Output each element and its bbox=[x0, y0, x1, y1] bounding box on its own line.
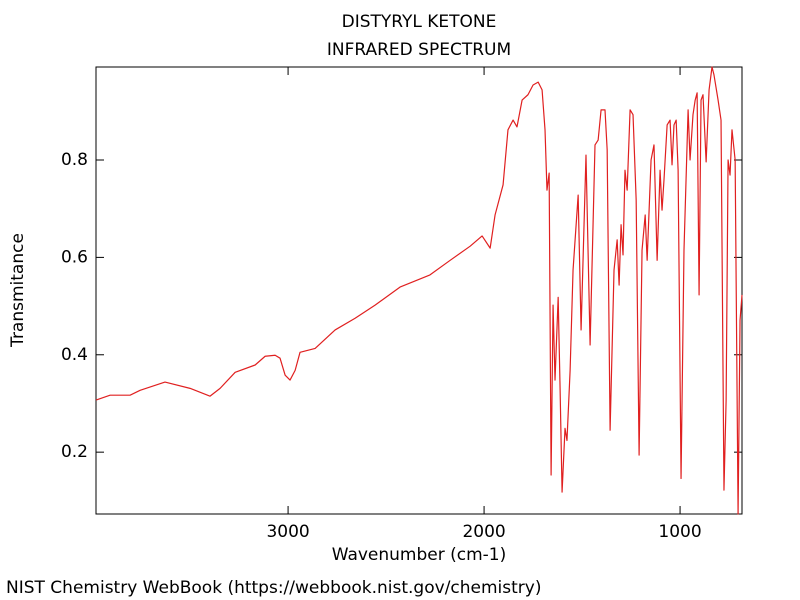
x-axis-label: Wavenumber (cm-1) bbox=[332, 545, 507, 565]
y-tick-label: 0.8 bbox=[61, 150, 88, 170]
x-tick-label: 1000 bbox=[658, 522, 701, 542]
spectrum-line bbox=[95, 66, 743, 515]
x-tick-label: 2000 bbox=[462, 522, 505, 542]
y-axis-label: Transmitance bbox=[8, 233, 28, 348]
footer: NIST Chemistry WebBook (https://webbook.… bbox=[6, 578, 541, 598]
x-tick-label: 3000 bbox=[266, 522, 309, 542]
plot-frame bbox=[95, 66, 743, 515]
y-tick-label: 0.6 bbox=[61, 247, 88, 267]
y-tick-label: 0.4 bbox=[61, 345, 88, 365]
chart-subtitle: INFRARED SPECTRUM bbox=[327, 40, 511, 60]
y-tick-label: 0.2 bbox=[61, 442, 88, 462]
chart-title: DISTYRYL KETONE bbox=[342, 12, 497, 32]
